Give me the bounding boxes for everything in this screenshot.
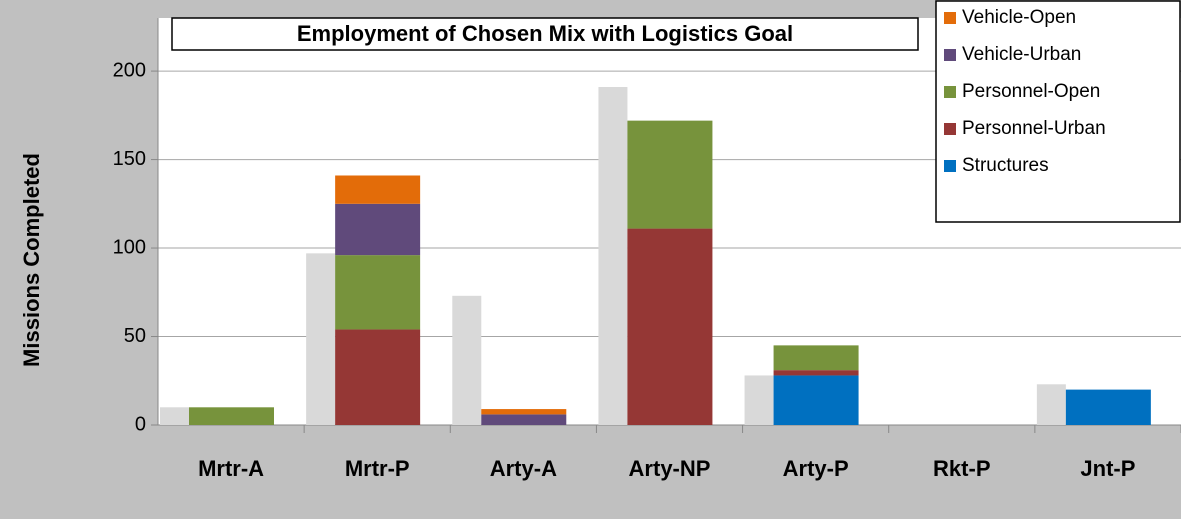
reference-bar [598,87,628,425]
x-tick-label: Mrtr-A [198,456,264,481]
reference-bar [306,253,336,425]
bar-segment [1065,389,1151,425]
bar-segment [627,228,713,425]
y-tick-label: 150 [113,148,146,170]
bar-segment [773,370,859,376]
x-tick-label: Arty-P [783,456,849,481]
legend-box [935,0,1181,223]
legend-label: Personnel-Urban [962,118,1106,139]
x-tick-label: Mrtr-P [345,456,410,481]
bar-segment [481,414,567,425]
legend-swatch [944,86,956,98]
legend-swatch [944,123,956,135]
x-tick-label: Arty-A [490,456,557,481]
y-tick-label: 50 [124,325,146,347]
chart-title: Employment of Chosen Mix with Logistics … [297,21,793,46]
y-tick-label: 0 [135,413,146,435]
legend-swatch [944,49,956,61]
bar-segment [627,120,713,229]
y-axis-label: Missions Completed [19,153,44,367]
x-tick-label: Arty-NP [629,456,711,481]
legend-swatch [944,160,956,172]
legend-label: Personnel-Open [962,81,1100,102]
legend-label: Vehicle-Open [962,7,1076,28]
bar-segment [189,407,274,425]
bar-segment [335,329,421,425]
bar-segment [335,203,421,256]
bar-segment [773,375,859,425]
legend-label: Vehicle-Urban [962,44,1081,65]
bar-segment [481,409,567,415]
y-tick-label: 100 [113,236,146,258]
reference-bar [744,375,774,425]
bar-segment [335,255,421,330]
x-tick-label: Jnt-P [1080,456,1135,481]
legend-swatch [944,12,956,24]
reference-bar [1036,384,1066,425]
title-box [171,17,919,51]
y-tick-label: 200 [113,59,146,81]
reference-bar [452,295,482,425]
reference-bar [160,407,189,425]
bar-segment [335,175,421,204]
legend-label: Structures [962,155,1049,176]
x-tick-label: Rkt-P [933,456,990,481]
bar-segment [773,345,859,371]
